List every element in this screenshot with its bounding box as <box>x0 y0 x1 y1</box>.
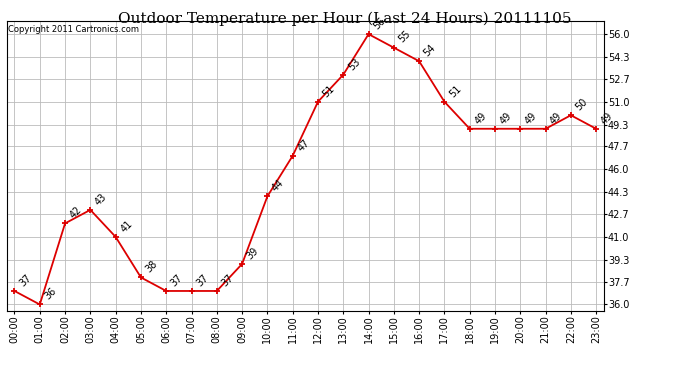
Text: Copyright 2011 Cartronics.com: Copyright 2011 Cartronics.com <box>8 25 139 34</box>
Text: 55: 55 <box>397 29 413 45</box>
Text: 49: 49 <box>599 110 615 126</box>
Text: 41: 41 <box>119 218 134 234</box>
Text: 56: 56 <box>371 15 387 32</box>
Text: 42: 42 <box>68 205 83 220</box>
Text: 50: 50 <box>573 97 589 112</box>
Text: 38: 38 <box>144 259 159 274</box>
Text: 47: 47 <box>295 137 311 153</box>
Text: 37: 37 <box>169 272 185 288</box>
Text: 49: 49 <box>497 110 513 126</box>
Text: 51: 51 <box>321 83 337 99</box>
Text: 37: 37 <box>17 272 33 288</box>
Text: 44: 44 <box>270 178 286 194</box>
Text: 54: 54 <box>422 43 437 58</box>
Text: 53: 53 <box>346 56 362 72</box>
Text: 49: 49 <box>473 110 489 126</box>
Text: 49: 49 <box>549 110 564 126</box>
Text: Outdoor Temperature per Hour (Last 24 Hours) 20111105: Outdoor Temperature per Hour (Last 24 Ho… <box>118 11 572 26</box>
Text: 51: 51 <box>447 83 463 99</box>
Text: 39: 39 <box>245 245 261 261</box>
Text: 37: 37 <box>219 272 235 288</box>
Text: 37: 37 <box>195 272 210 288</box>
Text: 36: 36 <box>43 286 58 302</box>
Text: 49: 49 <box>523 110 539 126</box>
Text: 43: 43 <box>93 191 109 207</box>
